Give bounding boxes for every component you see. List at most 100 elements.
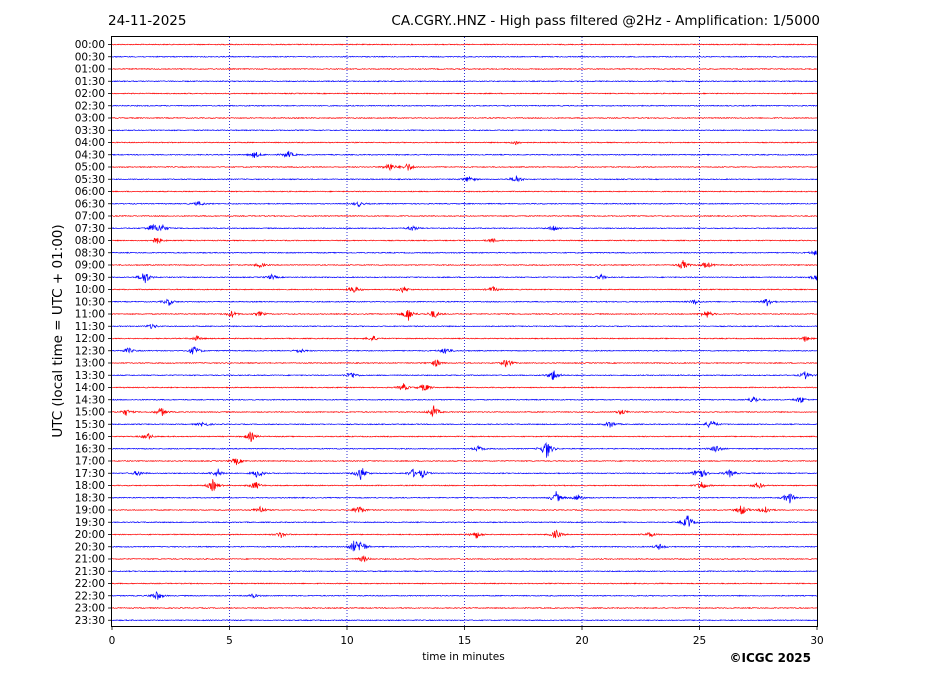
trace-row-0200 bbox=[111, 92, 818, 95]
y-tick-label: 11:00 bbox=[75, 309, 105, 321]
y-tick-label: 02:00 bbox=[75, 88, 105, 100]
trace-row-1400 bbox=[111, 383, 818, 391]
trace-row-2130 bbox=[111, 570, 818, 573]
y-tick-label: 06:30 bbox=[75, 198, 105, 210]
trace-row-0700 bbox=[111, 214, 818, 218]
trace-row-0930 bbox=[111, 273, 818, 284]
trace-row-0530 bbox=[111, 175, 818, 183]
trace-row-1130 bbox=[111, 323, 818, 330]
trace-row-0900 bbox=[111, 260, 818, 269]
y-tick-label: 19:00 bbox=[75, 505, 105, 517]
trace-row-0100 bbox=[111, 67, 818, 71]
y-tick-label: 07:00 bbox=[75, 211, 105, 223]
y-tick-label: 23:30 bbox=[75, 615, 105, 627]
y-tick-label: 15:30 bbox=[75, 419, 105, 431]
y-tick-label: 21:00 bbox=[75, 554, 105, 566]
trace-row-1600 bbox=[111, 431, 818, 442]
y-tick-label: 21:30 bbox=[75, 566, 105, 578]
y-tick-label: 18:30 bbox=[75, 492, 105, 504]
y-tick-label: 17:30 bbox=[75, 468, 105, 480]
x-tick-label: 25 bbox=[693, 635, 706, 647]
y-tick-label: 09:30 bbox=[75, 272, 105, 284]
trace-row-0800 bbox=[111, 237, 818, 244]
trace-row-2200 bbox=[111, 582, 818, 585]
trace-row-0400 bbox=[111, 140, 818, 146]
y-tick-label: 08:00 bbox=[75, 235, 105, 247]
trace-row-1500 bbox=[111, 405, 818, 418]
y-tick-label: 04:30 bbox=[75, 149, 105, 161]
plot-frame bbox=[111, 36, 818, 627]
trace-row-1630 bbox=[111, 441, 818, 458]
y-tick-label: 07:30 bbox=[75, 223, 105, 235]
trace-row-0630 bbox=[111, 201, 818, 208]
trace-row-1030 bbox=[111, 298, 818, 307]
trace-row-1300 bbox=[112, 359, 818, 368]
y-tick-label: 16:00 bbox=[75, 431, 105, 443]
y-axis-label: UTC (local time = UTC + 01:00) bbox=[50, 224, 66, 437]
y-tick-label: 00:30 bbox=[75, 51, 105, 63]
y-tick-label: 03:30 bbox=[75, 125, 105, 137]
trace-row-0130 bbox=[111, 80, 818, 83]
trace-row-1000 bbox=[111, 285, 818, 294]
y-tick-label: 05:00 bbox=[75, 162, 105, 174]
trace-row-0030 bbox=[111, 55, 818, 58]
y-tick-label: 15:00 bbox=[75, 407, 105, 419]
trace-row-0830 bbox=[111, 250, 818, 256]
y-tick-label: 13:30 bbox=[75, 370, 105, 382]
trace-row-2100 bbox=[111, 555, 818, 563]
trace-row-0330 bbox=[111, 129, 818, 132]
y-tick-label: 09:00 bbox=[75, 260, 105, 272]
y-tick-label: 00:00 bbox=[75, 39, 105, 51]
x-axis-label: time in minutes bbox=[422, 651, 504, 663]
seismic-traces bbox=[111, 43, 818, 622]
trace-row-1700 bbox=[111, 458, 818, 466]
x-tick-label: 30 bbox=[810, 635, 823, 647]
y-tick-label: 17:00 bbox=[75, 456, 105, 468]
y-tick-label: 10:00 bbox=[75, 284, 105, 296]
trace-row-1230 bbox=[111, 346, 818, 355]
y-tick-label: 22:00 bbox=[75, 578, 105, 590]
chart-title: CA.CGRY..HNZ - High pass filtered @2Hz -… bbox=[391, 13, 820, 29]
y-tick-label: 18:00 bbox=[75, 480, 105, 492]
y-tick-label: 01:00 bbox=[75, 64, 105, 76]
trace-row-1730 bbox=[111, 468, 818, 480]
copyright-label: ©ICGC 2025 bbox=[729, 651, 811, 665]
y-axis-ticks: 00:0000:3001:0001:3002:0002:3003:0003:30… bbox=[75, 39, 112, 627]
trace-row-1900 bbox=[111, 505, 818, 515]
vertical-grid bbox=[229, 37, 700, 626]
trace-row-0730 bbox=[111, 223, 818, 232]
date-label: 24-11-2025 bbox=[108, 13, 186, 29]
trace-row-2230 bbox=[111, 591, 818, 600]
trace-row-1830 bbox=[111, 491, 818, 504]
y-tick-label: 10:30 bbox=[75, 296, 105, 308]
y-tick-label: 06:00 bbox=[75, 186, 105, 198]
trace-row-1100 bbox=[111, 310, 818, 321]
y-tick-label: 12:30 bbox=[75, 345, 105, 357]
y-tick-label: 23:00 bbox=[75, 603, 105, 615]
y-tick-label: 08:30 bbox=[75, 247, 105, 259]
y-tick-label: 13:00 bbox=[75, 358, 105, 370]
y-tick-label: 03:00 bbox=[75, 113, 105, 125]
trace-row-0230 bbox=[111, 104, 818, 107]
trace-row-2330 bbox=[111, 619, 818, 622]
trace-row-0500 bbox=[111, 163, 818, 172]
trace-row-1800 bbox=[111, 479, 818, 492]
y-tick-label: 22:30 bbox=[75, 590, 105, 602]
x-tick-label: 15 bbox=[458, 635, 471, 647]
x-tick-label: 20 bbox=[575, 635, 588, 647]
y-tick-label: 20:30 bbox=[75, 541, 105, 553]
y-tick-label: 16:30 bbox=[75, 443, 105, 455]
x-tick-label: 5 bbox=[226, 635, 233, 647]
trace-row-0300 bbox=[111, 116, 818, 120]
trace-row-0430 bbox=[111, 150, 818, 159]
trace-row-2000 bbox=[111, 529, 818, 539]
y-tick-label: 12:00 bbox=[75, 333, 105, 345]
y-tick-label: 14:00 bbox=[75, 382, 105, 394]
y-tick-label: 19:30 bbox=[75, 517, 105, 529]
trace-row-1930 bbox=[111, 515, 818, 527]
trace-row-0000 bbox=[111, 43, 818, 46]
y-tick-label: 14:30 bbox=[75, 394, 105, 406]
x-tick-label: 10 bbox=[340, 635, 353, 647]
